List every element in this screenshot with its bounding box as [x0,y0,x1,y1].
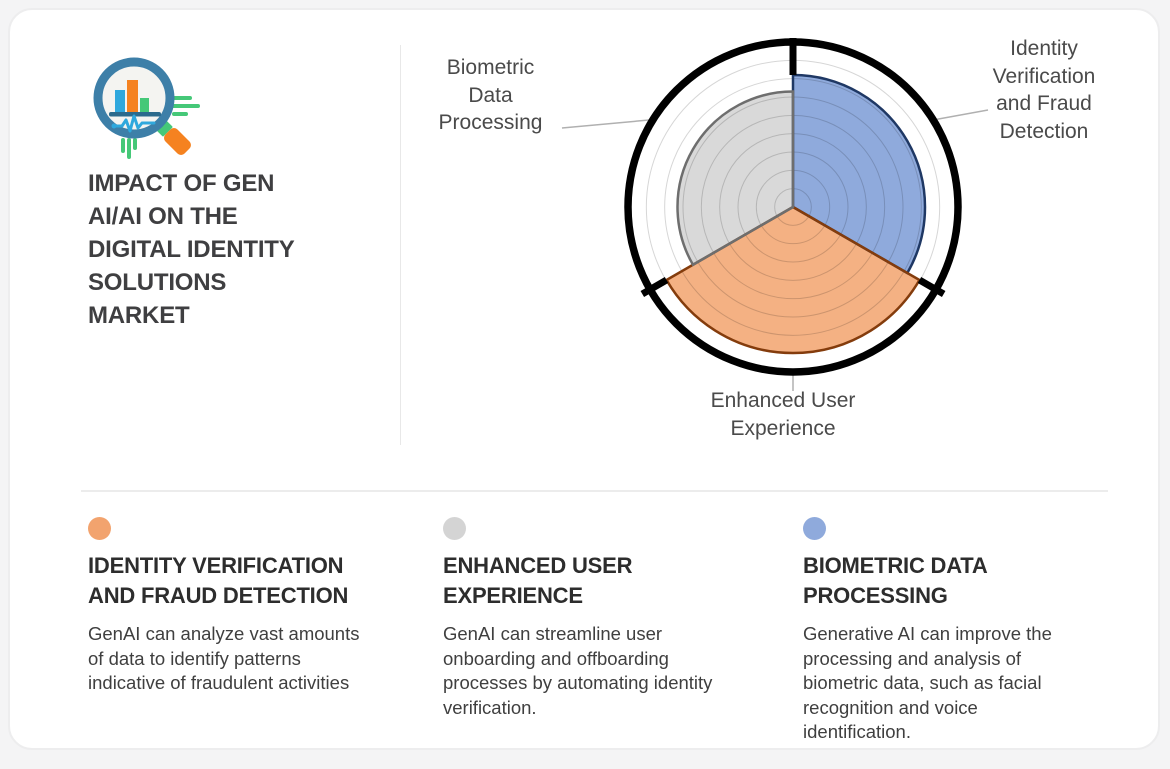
page-title: IMPACT OF GEN AI/AI ON THE DIGITAL IDENT… [88,170,295,329]
legend-dot-orange [88,517,111,540]
legend-title: ENHANCED USER EXPERIENCE [443,553,633,608]
chart-label-identity-verification: Identity Verification and Fraud Detectio… [992,37,1096,143]
legend-description: GenAI can streamline user onboarding and… [443,623,713,718]
legend-description: GenAI can analyze vast amounts of data t… [88,623,360,693]
legend-description: Generative AI can improve the processing… [803,623,1052,742]
legend-title: BIOMETRIC DATA PROCESSING [803,553,988,608]
legend-item-identity-verification: IDENTITY VERIFICATION AND FRAUD DETECTIO… [88,517,390,696]
chart-label-biometric-data-processing: Biometric Data Processing [438,56,543,134]
chart-label-enhanced-user-experience: Enhanced User Experience [710,389,856,440]
legend-dot-gray [443,517,466,540]
legend-item-biometric-data-processing: BIOMETRIC DATA PROCESSING Generative AI … [803,517,1097,745]
infographic-card [8,8,1160,750]
analytics-magnifier-icon [93,57,200,159]
legend-dot-blue [803,517,826,540]
panel-divider [400,45,401,445]
legend-item-enhanced-user-experience: ENHANCED USER EXPERIENCE GenAI can strea… [443,517,747,720]
legend-divider [81,490,1108,492]
legend-title: IDENTITY VERIFICATION AND FRAUD DETECTIO… [88,553,349,608]
